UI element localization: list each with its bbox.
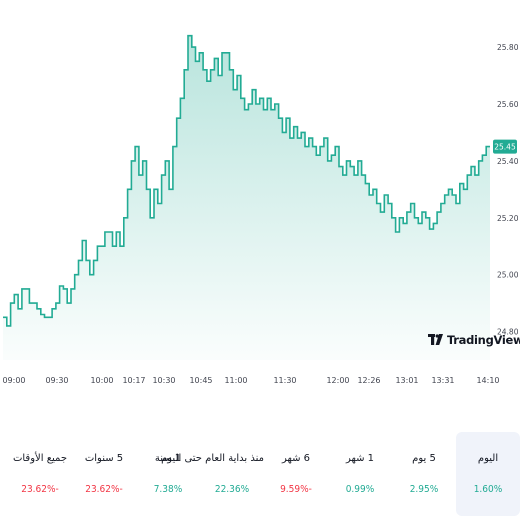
x-tick-label: 10:17 xyxy=(122,376,145,385)
period-change-value: 23.62%- xyxy=(21,484,59,495)
last-price-badge xyxy=(493,139,517,154)
performance-periods: اليوم 1.60% 5 يوم 2.95% 1 شهر 0.99% 6 شهر 9.59%… xyxy=(8,432,520,516)
period-label: جميع الأوقات xyxy=(12,453,68,464)
period-change-value: 23.62%- xyxy=(85,484,123,495)
period-change-value: 1.60% xyxy=(473,484,503,495)
period-label: اليوم xyxy=(477,453,499,464)
period-change-value: 7.38% xyxy=(153,484,183,495)
period-tab[interactable]: جميع الأوقات 23.62%- xyxy=(8,432,72,516)
period-tab[interactable]: 1 سنة 7.38% xyxy=(136,432,200,516)
period-change-value: 0.99% xyxy=(345,484,375,495)
last-price-label: 25.45 xyxy=(494,143,516,152)
tradingview-logo-text: TradingView xyxy=(447,333,520,347)
y-tick-label: 25.20 xyxy=(497,214,519,223)
price-chart[interactable]: 25.80 25.60 25.40 25.20 25.00 24.80 09:00 09:3… xyxy=(0,0,520,400)
period-label: منذ بداية العام حتى اليوم xyxy=(161,453,264,464)
price-area xyxy=(3,35,490,360)
x-tick-label: 09:30 xyxy=(45,376,68,385)
y-tick-label: 25.00 xyxy=(497,271,519,280)
price-series-line xyxy=(3,34,490,327)
x-tick-label: 12:00 xyxy=(326,376,349,385)
period-tab[interactable]: 5 يوم 2.95% xyxy=(392,432,456,516)
period-tab[interactable]: اليوم 1.60% xyxy=(456,432,520,516)
tradingview-logo-icon xyxy=(428,334,443,345)
x-tick-label: 11:30 xyxy=(273,376,296,385)
y-tick-label: 25.60 xyxy=(497,100,519,109)
time-axis: 09:00 09:30 10:00 10:17 10:30 10:45 11:00 11:30… xyxy=(2,376,499,385)
x-tick-label: 10:30 xyxy=(152,376,175,385)
period-tab[interactable]: 1 شهر 0.99% xyxy=(328,432,392,516)
last-price-marker: 25.45 xyxy=(493,139,517,154)
tradingview-logo[interactable]: TradingView xyxy=(428,333,520,347)
x-tick-label: 10:00 xyxy=(90,376,113,385)
period-tab[interactable]: 5 سنوات 23.62%- xyxy=(72,432,136,516)
period-label: 6 شهر xyxy=(281,453,311,464)
period-label: 5 سنوات xyxy=(84,453,124,464)
price-line xyxy=(3,34,490,327)
x-tick-label: 13:01 xyxy=(395,376,418,385)
period-tab[interactable]: منذ بداية العام حتى اليوم 22.36% xyxy=(161,432,264,516)
price-axis: 25.80 25.60 25.40 25.20 25.00 24.80 xyxy=(497,43,519,336)
y-tick-label: 25.40 xyxy=(497,157,519,166)
x-tick-label: 11:00 xyxy=(224,376,247,385)
period-label: 1 سنة xyxy=(154,453,182,464)
x-tick-label: 09:00 xyxy=(2,376,25,385)
period-change-value: 2.95% xyxy=(409,484,439,495)
x-tick-label: 10:45 xyxy=(189,376,212,385)
x-tick-label: 12:26 xyxy=(357,376,380,385)
period-label: 5 يوم xyxy=(412,453,436,464)
period-change-value: 22.36% xyxy=(214,484,250,495)
y-tick-label: 24.80 xyxy=(497,328,519,337)
price-area-fill xyxy=(3,35,490,360)
x-tick-label: 14:10 xyxy=(476,376,499,385)
x-tick-label: 13:31 xyxy=(431,376,454,385)
period-change-value: 9.59%- xyxy=(280,484,312,495)
period-tab[interactable]: 6 شهر 9.59%- xyxy=(264,432,328,516)
y-tick-label: 25.80 xyxy=(497,43,519,52)
period-label: 1 شهر xyxy=(345,453,375,464)
